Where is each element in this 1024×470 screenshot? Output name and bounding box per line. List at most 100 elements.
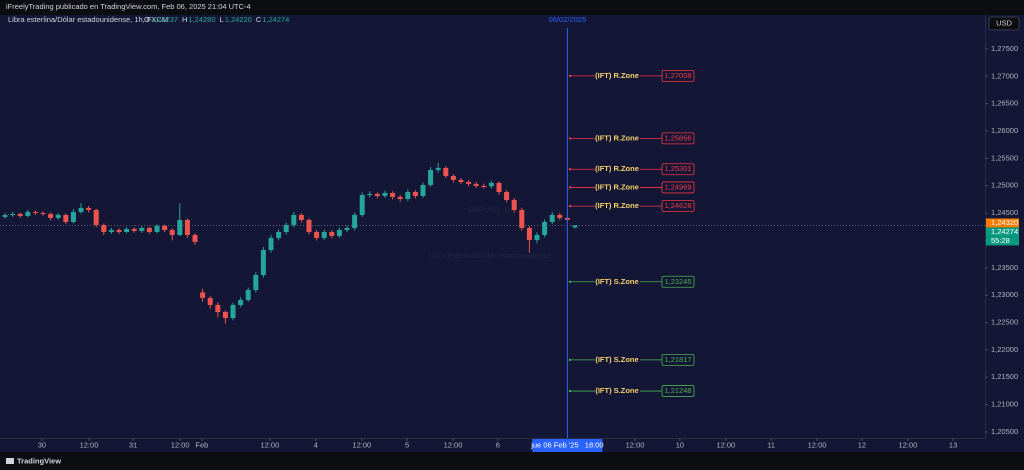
candle-body <box>184 219 190 235</box>
level-text: (IFT) R.Zone <box>595 71 639 80</box>
candle-body <box>557 214 563 218</box>
candle-body <box>245 289 251 300</box>
x-tick-label: 12:00 <box>808 440 827 449</box>
y-tick-label: 1,21000 <box>991 400 1018 409</box>
y-tick-label: 1,22500 <box>991 318 1018 327</box>
candle-body <box>78 207 84 212</box>
candle-body <box>215 304 221 312</box>
x-tick-label: 10 <box>676 440 684 449</box>
brand-name: TradingView <box>17 456 61 465</box>
candle-body <box>17 213 23 216</box>
candle-body <box>48 213 54 218</box>
candle-body <box>2 214 8 217</box>
level-box <box>661 275 695 288</box>
logo-mark <box>6 458 14 464</box>
currency-label[interactable]: USD <box>996 18 1012 27</box>
y-tick-label: 1,22000 <box>991 345 1018 354</box>
level-text: (IFT) S.Zone <box>595 277 638 286</box>
level-text: (IFT) R.Zone <box>595 133 639 142</box>
candle-body <box>177 219 183 235</box>
legend-value: 1,24220 <box>225 15 252 24</box>
candle-body <box>192 234 198 242</box>
cursor-axis-badge <box>532 439 603 452</box>
candle-body <box>412 191 418 196</box>
legend-value: 1,24237 <box>151 15 178 24</box>
x-tick-label: 12:00 <box>260 440 279 449</box>
candle-body <box>435 167 441 170</box>
candle-body <box>70 211 76 222</box>
candle-body <box>108 229 114 232</box>
candle-body <box>154 225 160 232</box>
candle-body <box>450 175 456 180</box>
candle-body <box>306 219 312 232</box>
level-value: 1,25301 <box>664 164 691 173</box>
legend-key: L <box>220 15 224 24</box>
level: (IFT) S.Zone 1,21817 <box>568 354 695 366</box>
y-tick-label: 1,24500 <box>991 208 1018 217</box>
x-tick-label: 12:00 <box>898 440 917 449</box>
currency-button[interactable] <box>988 16 1020 31</box>
candle-body <box>230 304 236 318</box>
level-box <box>661 181 695 194</box>
level: (IFT) S.Zone 1,21248 <box>568 385 695 397</box>
candle-body <box>374 193 380 196</box>
y-tick-label: 1,23000 <box>991 290 1018 299</box>
bottom-bar <box>0 452 1024 470</box>
candle-body <box>55 214 61 218</box>
y-tick-label: 1,25500 <box>991 153 1018 162</box>
candle-body <box>352 214 358 228</box>
candle-body <box>321 231 327 238</box>
countdown: 55:28 <box>991 236 1010 245</box>
candle-body <box>359 194 365 215</box>
candle-body <box>238 299 244 305</box>
candle-body <box>291 214 297 225</box>
candle-body <box>10 213 16 215</box>
level-box <box>661 163 695 176</box>
level-text: (IFT) S.Zone <box>595 355 638 364</box>
brand-logo: TradingView <box>6 456 61 465</box>
candle-body <box>428 169 434 185</box>
candle-body <box>40 212 46 214</box>
x-tick-label: 6 <box>496 440 500 449</box>
candle-body <box>466 181 472 184</box>
level: (IFT) R.Zone 1,25301 <box>568 163 695 176</box>
level-box <box>661 200 695 212</box>
candle-body <box>534 234 540 240</box>
countdown-badge <box>986 236 1019 246</box>
level-value: 1,21248 <box>664 386 691 395</box>
candle-body <box>162 225 168 230</box>
y-tick-label: 1,27000 <box>991 71 1018 80</box>
level-text: (IFT) R.Zone <box>595 201 639 210</box>
candle-body <box>382 192 388 196</box>
price-tag <box>986 227 1019 237</box>
candle-body <box>253 274 259 290</box>
candle-body <box>25 211 31 216</box>
x-tick-label: 13 <box>949 440 957 449</box>
candle-body <box>519 209 525 228</box>
x-tick-label: 4 <box>314 440 318 449</box>
candle-body <box>488 182 494 187</box>
level: (IFT) R.Zone 1,27008 <box>568 69 695 82</box>
x-tick-label: 12:00 <box>716 440 735 449</box>
level-value: 1,25866 <box>664 133 691 142</box>
candle-body <box>397 196 403 199</box>
level: (IFT) R.Zone 1,25866 <box>568 132 695 145</box>
candle-body <box>32 211 38 213</box>
candle-body <box>405 191 411 199</box>
candle-body <box>63 214 69 222</box>
candle-body <box>504 191 510 200</box>
candle-body <box>276 231 282 238</box>
x-tick-label: 12:00 <box>352 440 371 449</box>
level-value: 1,24628 <box>664 201 691 210</box>
candle-body <box>496 182 502 192</box>
legend-key: O <box>144 15 150 24</box>
level-box <box>661 69 695 82</box>
candle-body <box>473 183 479 186</box>
y-tick-label: 1,25000 <box>991 181 1018 190</box>
candle-body <box>207 297 213 305</box>
legend-key: C <box>256 15 262 24</box>
legend-key: H <box>182 15 187 24</box>
candle-body <box>481 185 487 187</box>
